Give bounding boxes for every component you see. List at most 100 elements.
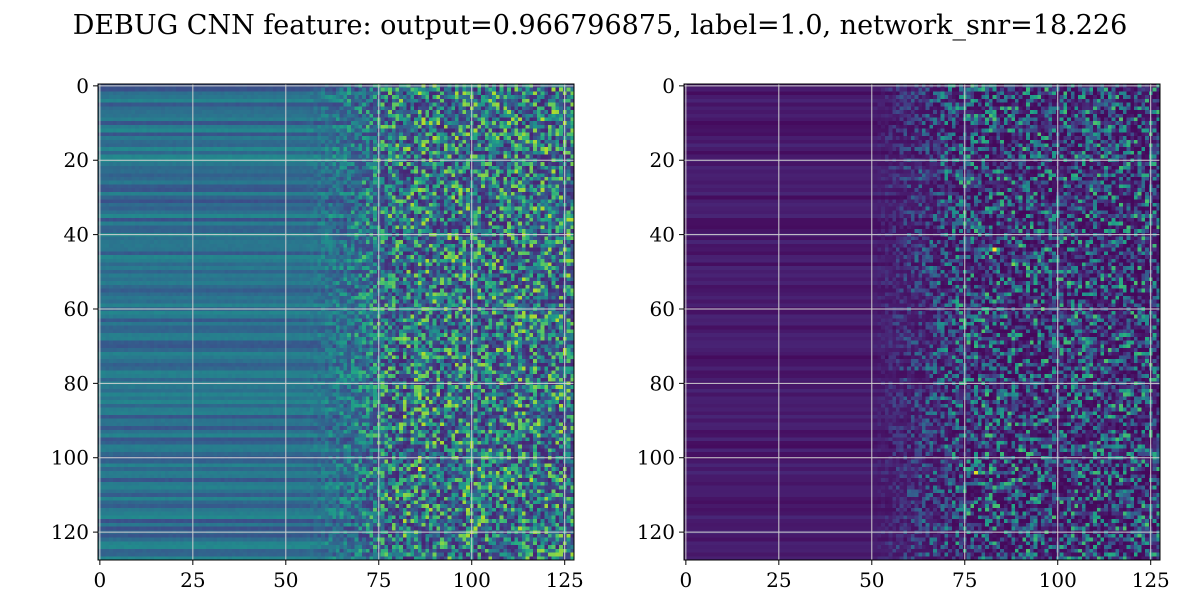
heatmap-cell (551, 136, 556, 141)
heatmap-cell (135, 184, 140, 189)
heatmap-cell (265, 139, 270, 144)
heatmap-cell (276, 169, 281, 174)
heatmap-cell (179, 165, 184, 170)
heatmap-cell (507, 217, 512, 222)
heatmap-cell (135, 217, 140, 222)
heatmap-cell (540, 117, 545, 122)
heatmap-cell (447, 102, 452, 107)
heatmap-cell (101, 195, 106, 200)
heatmap-cell (336, 206, 341, 211)
heatmap-cell (547, 214, 552, 219)
heatmap-cell (269, 165, 274, 170)
heatmap-cell (488, 217, 493, 222)
heatmap-cell (172, 91, 177, 96)
heatmap-cell (138, 147, 143, 152)
heatmap-cell (521, 110, 526, 115)
heatmap-cell (324, 206, 329, 211)
heatmap-cell (566, 188, 571, 193)
heatmap-cell (391, 124, 396, 129)
heatmap-cell (443, 184, 448, 189)
heatmap-cell (291, 154, 296, 159)
heatmap-cell (336, 225, 341, 230)
heatmap-cell (205, 165, 210, 170)
heatmap-cell (213, 139, 218, 144)
heatmap-cell (373, 199, 378, 204)
heatmap-cell (205, 217, 210, 222)
heatmap-cell (179, 113, 184, 118)
heatmap-cell (209, 165, 214, 170)
heatmap-cell (220, 113, 225, 118)
heatmap-cell (521, 206, 526, 211)
heatmap-cell (161, 98, 166, 103)
heatmap-cell (150, 98, 155, 103)
heatmap-cell (142, 110, 147, 115)
heatmap-cell (547, 176, 552, 181)
heatmap-cell (410, 188, 415, 193)
heatmap-cell (231, 95, 236, 100)
heatmap-cell (332, 143, 337, 148)
heatmap-cell (384, 124, 389, 129)
heatmap-cell (488, 147, 493, 152)
heatmap-cell (477, 199, 482, 204)
heatmap-cell (395, 87, 400, 92)
heatmap-cell (343, 95, 348, 100)
heatmap-cell (533, 143, 538, 148)
heatmap-cell (269, 136, 274, 141)
heatmap-cell (458, 102, 463, 107)
heatmap-cell (120, 95, 125, 100)
heatmap-cell (395, 102, 400, 107)
heatmap-cell (399, 203, 404, 208)
heatmap-cell (239, 210, 244, 215)
heatmap-cell (365, 169, 370, 174)
heatmap-cell (287, 180, 292, 185)
heatmap-cell (321, 206, 326, 211)
heatmap-cell (362, 169, 367, 174)
heatmap-cell (395, 203, 400, 208)
heatmap-cell (280, 180, 285, 185)
heatmap-cell (235, 176, 240, 181)
heatmap-cell (124, 180, 129, 185)
heatmap-cell (276, 147, 281, 152)
heatmap-cell (432, 113, 437, 118)
heatmap-cell (164, 173, 169, 178)
heatmap-cell (388, 221, 393, 226)
heatmap-cell (544, 154, 549, 159)
heatmap-cell (243, 147, 248, 152)
heatmap-cell (488, 184, 493, 189)
heatmap-cell (547, 121, 552, 126)
heatmap-cell (228, 188, 233, 193)
heatmap-cell (570, 132, 575, 137)
heatmap-cell (243, 136, 248, 141)
heatmap-cell (105, 117, 110, 122)
heatmap-cell (399, 210, 404, 215)
heatmap-cell (432, 214, 437, 219)
heatmap-cell (146, 124, 151, 129)
heatmap-cell (239, 95, 244, 100)
heatmap-cell (492, 188, 497, 193)
heatmap-cell (451, 102, 456, 107)
heatmap-cell (425, 221, 430, 226)
heatmap-cell (150, 128, 155, 133)
heatmap-cell (514, 154, 519, 159)
heatmap-cell (183, 128, 188, 133)
heatmap-cell (529, 188, 534, 193)
heatmap-cell (105, 154, 110, 159)
heatmap-cell (373, 217, 378, 222)
heatmap-cell (347, 203, 352, 208)
heatmap-cell (250, 132, 255, 137)
heatmap-cell (417, 98, 422, 103)
heatmap-cell (339, 180, 344, 185)
heatmap-cell (417, 221, 422, 226)
heatmap-cell (135, 176, 140, 181)
heatmap-cell (529, 121, 534, 126)
heatmap-cell (402, 128, 407, 133)
heatmap-cell (570, 214, 575, 219)
heatmap-cell (406, 128, 411, 133)
heatmap-cell (321, 110, 326, 115)
heatmap-cell (410, 110, 415, 115)
heatmap-cell (417, 210, 422, 215)
heatmap-cell (395, 132, 400, 137)
heatmap-cell (369, 214, 374, 219)
heatmap-cell (112, 147, 117, 152)
heatmap-cell (112, 195, 117, 200)
